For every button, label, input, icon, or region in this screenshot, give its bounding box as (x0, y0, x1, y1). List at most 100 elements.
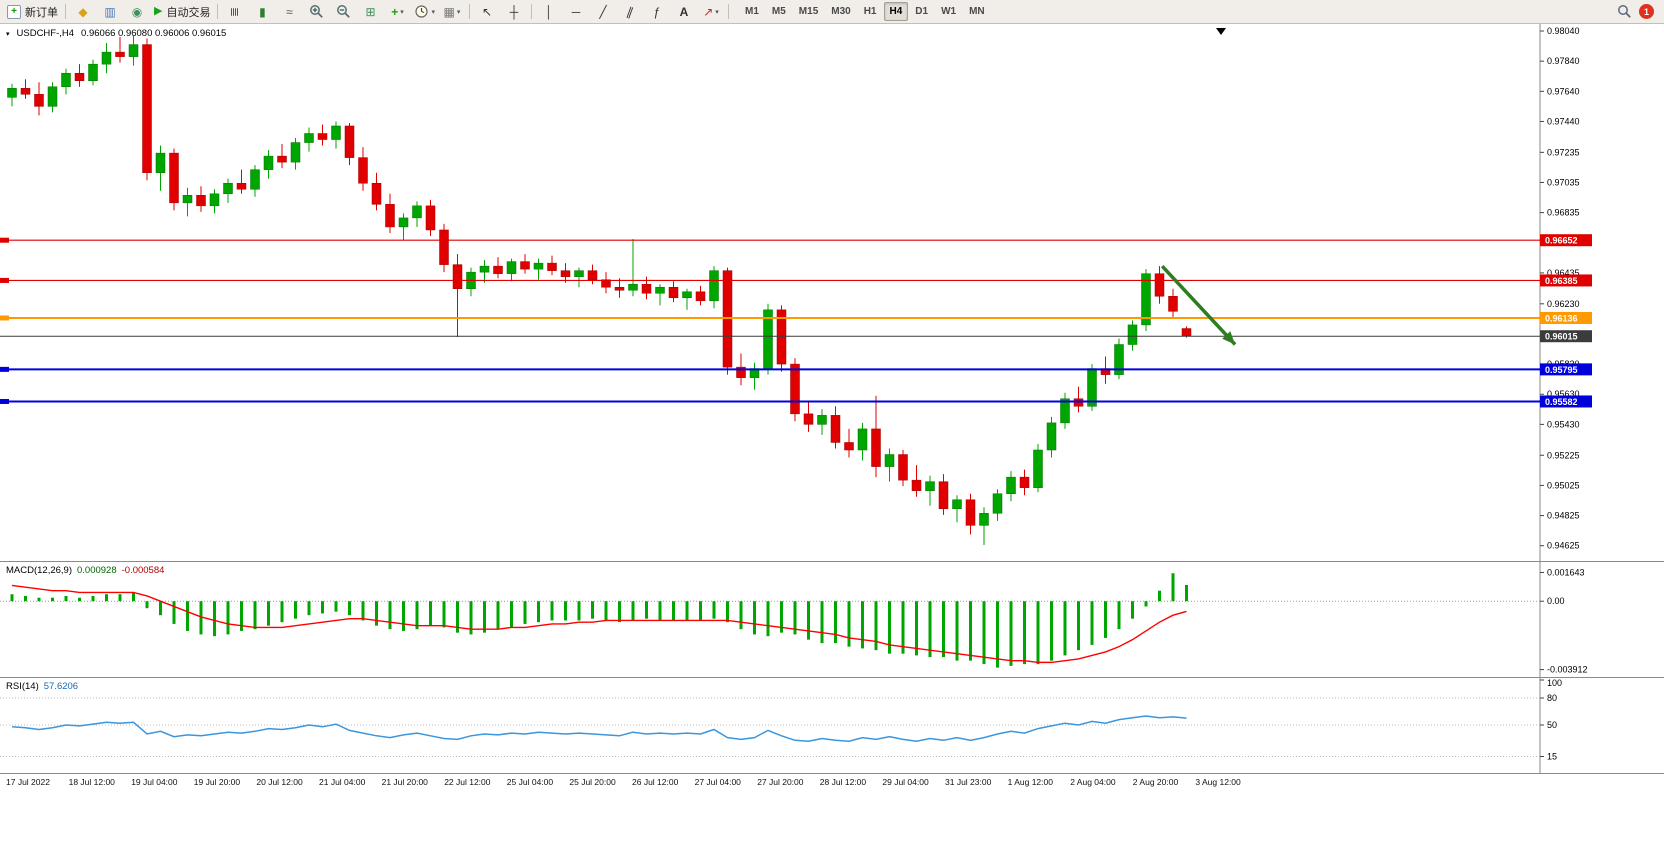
level-left-handle[interactable] (0, 237, 9, 243)
candle-body (142, 44, 152, 173)
price-axis-label: 0.95430 (1547, 419, 1580, 429)
candle-body (830, 415, 841, 443)
timeframe-m1-button[interactable]: M1 (744, 6, 759, 17)
candle-body (115, 51, 125, 57)
horizontal-line-icon[interactable]: ─ (563, 1, 589, 22)
candle-body (965, 499, 976, 526)
trend-arrow[interactable] (1160, 264, 1237, 346)
tile-windows-icon[interactable]: ⊞ (357, 1, 383, 22)
candle-body (614, 286, 625, 291)
level-left-handle[interactable] (0, 366, 9, 372)
indicators-icon[interactable]: + ▾ (384, 1, 410, 22)
price-axis-label: 0.96230 (1547, 299, 1580, 309)
candle-body (479, 265, 490, 273)
arrows-icon[interactable]: ↗ ▾ (698, 1, 724, 22)
candle-body (844, 442, 854, 451)
text-label-icon: A (679, 4, 689, 19)
time-axis-label: 3 Aug 12:00 (1195, 777, 1241, 787)
line-chart-icon[interactable]: ≈ (276, 1, 302, 22)
vertical-line-icon[interactable]: │ (536, 1, 562, 22)
time-axis[interactable]: 17 Jul 2022 18 Jul 12:00 19 Jul 04:00 19 Ju… (0, 773, 1664, 792)
cursor-icon[interactable]: ↖ (474, 1, 500, 22)
main-chart-canvas[interactable]: 0.98040 0.97840 0.97640 0.97440 0.97235 0.970… (0, 24, 1664, 561)
candle-body (385, 204, 395, 228)
timeframe-d1-button[interactable]: D1 (915, 6, 929, 17)
candle-body (1006, 476, 1016, 494)
candle-body (371, 182, 382, 205)
chart-shift-marker[interactable] (1216, 28, 1226, 35)
level-left-handle[interactable] (0, 398, 9, 404)
toolbar-separator (217, 4, 219, 19)
candle-body (358, 157, 368, 184)
chevron-down-icon: ▾ (431, 8, 435, 16)
market-watch-icon[interactable]: ◆ (70, 1, 96, 22)
timeframe-toolbar: M1 M5 M15 M30 H1 H4 D1 W1 MN (739, 2, 991, 21)
price-axis-label: 0.98040 (1547, 26, 1580, 36)
vertical-line-icon: │ (545, 4, 553, 19)
candle-body (196, 195, 206, 207)
timeframe-m15-button[interactable]: M15 (798, 6, 819, 17)
candle-body (682, 291, 692, 299)
level-left-handle[interactable] (0, 277, 9, 283)
candle-body (601, 279, 611, 288)
candle-body (1114, 344, 1124, 375)
macd-canvas[interactable]: 0.001643 0.00 -0.003912 (0, 562, 1664, 677)
trend-arrow-head (1222, 331, 1236, 345)
crosshair-icon[interactable]: ┼ (501, 1, 527, 22)
zoom-in-icon[interactable] (303, 1, 329, 22)
time-axis-label: 18 Jul 12:00 (68, 777, 115, 787)
zoom-out-icon[interactable] (330, 1, 356, 22)
price-axis-label: 0.95630 (1547, 389, 1580, 399)
fibonacci-icon[interactable]: ƒ (644, 1, 670, 22)
data-window-icon[interactable]: ▥ (97, 1, 123, 22)
periods-icon[interactable]: ▾ (411, 1, 438, 22)
timeframe-m5-button[interactable]: M5 (771, 6, 786, 17)
price-axis-label: 0.94825 (1547, 511, 1580, 521)
price-axis-label: 0.97440 (1547, 116, 1580, 126)
price-axis-label: 0.94625 (1547, 541, 1580, 551)
rsi-canvas[interactable]: 100 80 50 15 (0, 678, 1664, 773)
candle-body (668, 286, 679, 299)
candle-body (641, 283, 652, 294)
strategy-tester-icon[interactable]: ◉ (124, 1, 150, 22)
timeframe-w1-button[interactable]: W1 (941, 6, 957, 17)
indicators-icon: + (391, 4, 399, 19)
candle-body (277, 155, 287, 163)
main-chart-panel: 0.98040 0.97840 0.97640 0.97440 0.97235 0.970… (0, 24, 1664, 561)
timeframe-mn-button[interactable]: MN (969, 6, 985, 17)
candle-body (979, 513, 989, 526)
new-order-button[interactable]: + 新订单 (4, 1, 61, 22)
timeframe-h4-button[interactable]: H4 (883, 2, 909, 21)
candle-body (992, 493, 1003, 514)
candle-body (1168, 296, 1178, 312)
level-left-handle[interactable] (0, 315, 9, 321)
chevron-down-icon: ▾ (456, 8, 461, 16)
candle-body (128, 44, 139, 57)
search-icon[interactable] (1617, 4, 1632, 19)
notification-badge[interactable]: 1 (1639, 4, 1654, 19)
timeframe-m30-button[interactable]: M30 (831, 6, 851, 17)
candle-body (911, 479, 922, 491)
auto-trading-button[interactable]: ▶ 自动交易 (151, 1, 213, 22)
equidistant-channel-icon[interactable]: ∥ (617, 1, 643, 22)
timeframe-h1-button[interactable]: H1 (863, 6, 877, 17)
time-axis-label: 1 Aug 12:00 (1007, 777, 1053, 787)
candle-body (304, 133, 314, 143)
candle-body (709, 270, 719, 302)
candlestick-chart-icon[interactable]: ▮ (249, 1, 275, 22)
bar-chart-icon[interactable]: ≣ (222, 1, 248, 22)
templates-icon[interactable]: ▦ ▾ (439, 1, 465, 22)
candle-body (425, 205, 436, 231)
trendline-icon[interactable]: ╱ (590, 1, 616, 22)
text-label-icon[interactable]: A (671, 1, 697, 22)
candle-body (587, 270, 598, 280)
candle-body (250, 169, 260, 190)
macd-signal-line (11, 584, 1187, 664)
crosshair-icon: ┼ (509, 4, 519, 19)
candle-body (884, 454, 895, 467)
candle-body (655, 286, 665, 294)
candle-body (925, 481, 935, 491)
bottom-spacer (0, 792, 1664, 843)
templates-icon: ▦ (443, 4, 455, 19)
time-axis-label: 19 Jul 04:00 (131, 777, 178, 787)
